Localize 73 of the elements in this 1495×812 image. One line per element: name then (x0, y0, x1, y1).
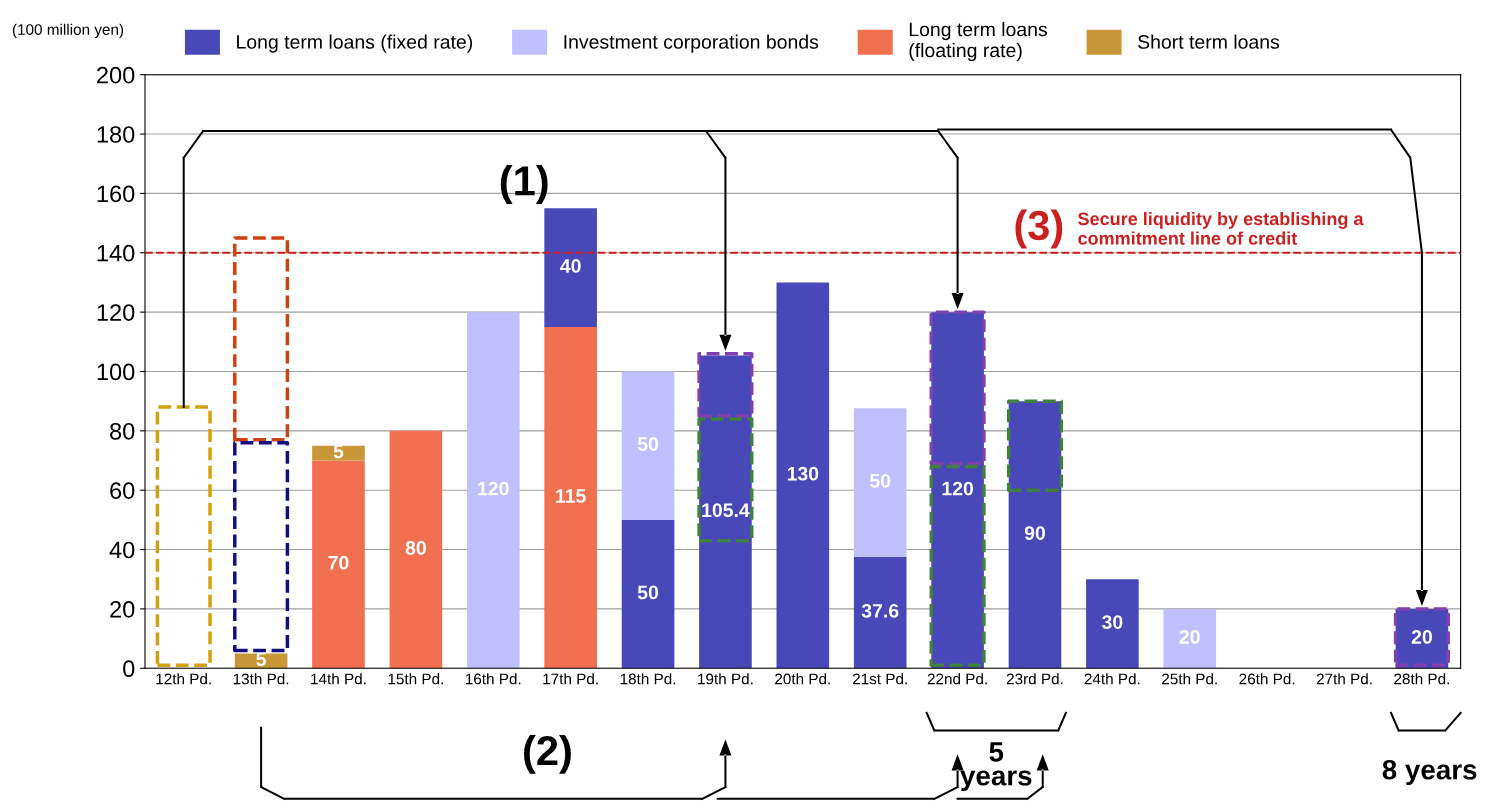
legend-label: Investment corporation bonds (564, 34, 819, 53)
x-tick-label: 20th Pd. (775, 673, 830, 685)
y-axis-title: (100 million yen) (12, 23, 124, 38)
bar (312, 445, 365, 461)
data-label: 20 (1411, 630, 1432, 644)
x-tick-label: 16th Pd. (465, 673, 521, 685)
ref-line-label: Secure liquidity by establishing a commitment line of credit (1078, 211, 1364, 245)
x-tick-label: 13th Pd. (233, 673, 289, 685)
y-tick-label: 0 (123, 660, 135, 678)
y-tick-label: 60 (110, 482, 135, 499)
x-tick-label: 19th Pd. (698, 673, 753, 685)
x-tick-label: 28th Pd. (1394, 673, 1449, 685)
data-label: 105.4 (702, 503, 750, 518)
bar (234, 653, 288, 669)
bar (466, 312, 520, 669)
bar (389, 430, 443, 669)
bar (776, 282, 830, 669)
text: 8 years (1382, 759, 1477, 786)
data-label: 70 (328, 555, 349, 570)
data-label: 5 (333, 444, 344, 459)
text: (2) (524, 734, 571, 774)
legend-label: Long term loans (fixed rate) (237, 34, 473, 53)
y-tick-label: 40 (109, 541, 135, 559)
bar (1163, 608, 1217, 669)
data-label: 115 (556, 489, 586, 503)
x-tick-label: 15th Pd. (388, 673, 443, 685)
y-tick-label: 160 (97, 185, 135, 203)
legend-label: Short term loans (1138, 34, 1280, 49)
data-label: 120 (942, 481, 974, 496)
data-label: 50 (637, 437, 659, 451)
annotation: (3) (1015, 209, 1063, 249)
data-label: 50 (637, 585, 659, 600)
x-tick-label: 12th Pd. (156, 673, 211, 685)
data-label: 130 (787, 466, 819, 481)
x-tick-label: 14th Pd. (311, 673, 366, 685)
data-label: 80 (405, 541, 426, 555)
bar (544, 208, 597, 327)
y-tick-label: 20 (110, 600, 135, 618)
x-tick-label: 25th Pd. (1162, 673, 1217, 685)
y-tick-label: 140 (97, 244, 135, 262)
x-tick-label: 18th Pd. (620, 673, 676, 685)
bar (931, 312, 984, 669)
bar (1008, 401, 1062, 669)
bar (853, 408, 907, 557)
bar (853, 556, 907, 669)
x-tick-label: 24th Pd. (1084, 673, 1140, 685)
x-tick-label: 22nd Pd. (927, 673, 987, 685)
bar (1086, 579, 1139, 669)
bar (544, 326, 597, 669)
data-label: 30 (1102, 615, 1123, 630)
x-tick-label: 27th Pd. (1316, 673, 1372, 685)
data-label: 40 (560, 259, 581, 273)
y-tick-label: 100 (97, 363, 135, 381)
bar (621, 519, 675, 669)
bar (699, 355, 752, 669)
x-tick-label: 23rd Pd. (1006, 673, 1063, 685)
y-tick-label: 180 (97, 126, 135, 143)
x-tick-label: 26th Pd. (1239, 673, 1295, 685)
legend-label: Long term loans (floating rate) (909, 22, 1048, 62)
x-tick-label: 21st Pd. (852, 673, 907, 685)
text: 5 years (960, 742, 1032, 792)
y-tick-label: 80 (110, 422, 135, 440)
bar (312, 460, 365, 669)
data-label: 50 (869, 473, 891, 488)
y-tick-label: 120 (97, 304, 135, 321)
bar (621, 371, 675, 520)
data-label: 37.6 (861, 603, 899, 618)
y-tick-label: 200 (97, 66, 135, 84)
data-label: 20 (1179, 630, 1200, 644)
annotation: (1) (500, 165, 548, 204)
x-tick-label: 17th Pd. (543, 673, 598, 685)
data-label: 90 (1024, 526, 1045, 540)
data-label: 120 (478, 481, 509, 496)
